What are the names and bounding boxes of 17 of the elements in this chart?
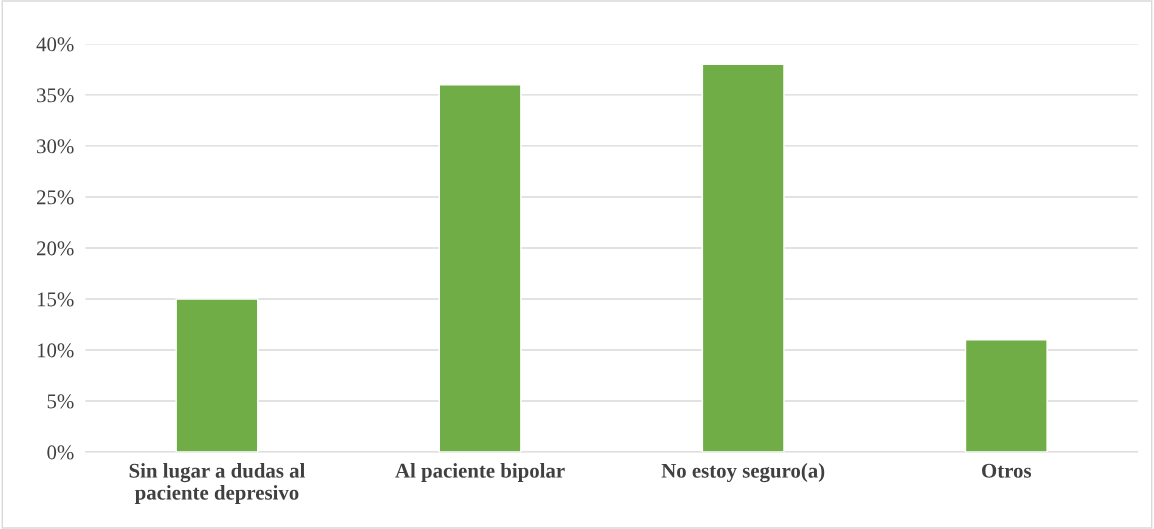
y-tick-label: 10% — [37, 343, 74, 358]
x-tick-label: Otros — [982, 463, 1032, 478]
y-tick-label: 15% — [37, 292, 74, 307]
bar — [701, 63, 785, 452]
y-tick-label: 40% — [36, 37, 74, 52]
bar — [438, 84, 522, 452]
y-tick-label: 30% — [37, 139, 74, 154]
y-tick-label: 0% — [47, 445, 74, 460]
bar — [964, 339, 1048, 452]
bar — [175, 298, 259, 452]
x-tick-label: No estoy seguro(a) — [661, 463, 825, 483]
y-tick-label: 25% — [37, 190, 74, 205]
y-tick-label: 20% — [37, 241, 74, 256]
y-tick-label: 5% — [47, 394, 74, 409]
x-tick-label: Al paciente bipolar — [395, 463, 565, 482]
x-tick-label: Sin lugar a dudas al paciente depresivo — [129, 463, 305, 504]
y-tick-label: 35% — [37, 88, 74, 103]
